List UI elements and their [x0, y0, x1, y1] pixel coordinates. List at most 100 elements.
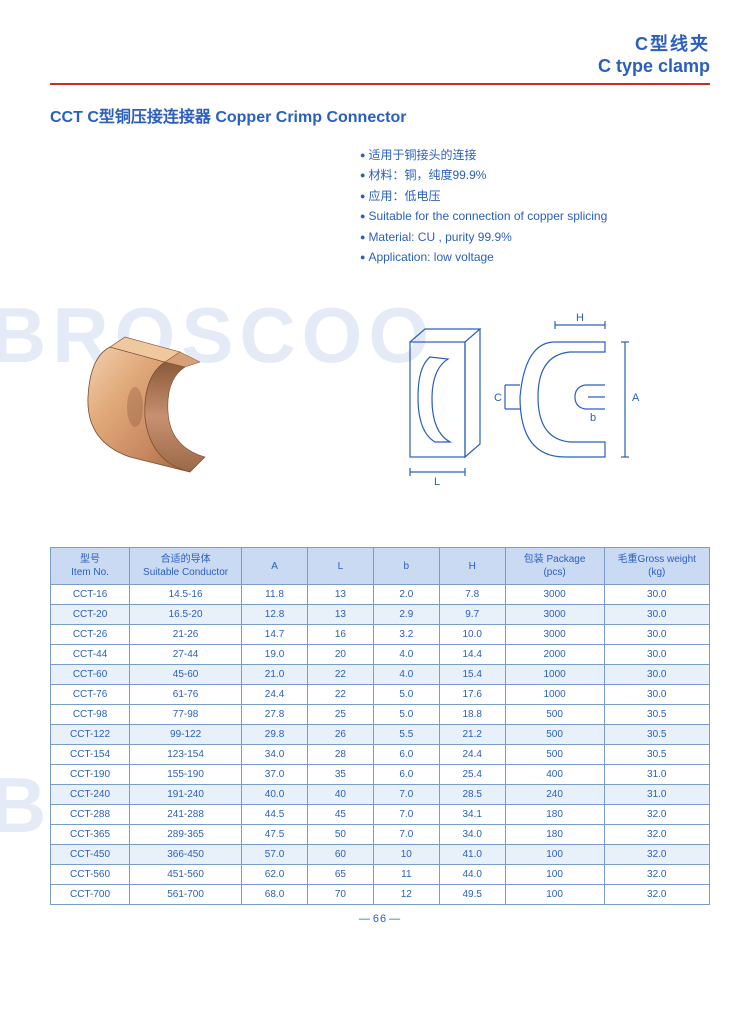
table-row: CCT-2621-2614.7163.210.0300030.0 — [51, 625, 710, 645]
table-cell: 241-288 — [130, 805, 242, 825]
table-cell: CCT-240 — [51, 785, 130, 805]
table-cell: 7.0 — [373, 825, 439, 845]
table-header-cell: 毛重Gross weight(kg) — [604, 548, 710, 585]
table-cell: 561-700 — [130, 885, 242, 905]
table-cell: 19.0 — [242, 645, 308, 665]
table-row: CCT-1614.5-1611.8132.07.8300030.0 — [51, 585, 710, 605]
table-head: 型号Item No.合适的导体Suitable ConductorALbH包装 … — [51, 548, 710, 585]
table-cell: 32.0 — [604, 805, 710, 825]
table-header-cell: A — [242, 548, 308, 585]
table-cell: 50 — [307, 825, 373, 845]
table-row: CCT-288241-28844.5457.034.118032.0 — [51, 805, 710, 825]
table-row: CCT-9877-9827.8255.018.850030.5 — [51, 705, 710, 725]
table-header-cell: L — [307, 548, 373, 585]
table-cell: 27.8 — [242, 705, 308, 725]
table-cell: 35 — [307, 765, 373, 785]
table-cell: 44.0 — [439, 865, 505, 885]
table-cell: 30.5 — [604, 745, 710, 765]
table-cell: 14.4 — [439, 645, 505, 665]
table-cell: 2000 — [505, 645, 604, 665]
table-row: CCT-4427-4419.0204.014.4200030.0 — [51, 645, 710, 665]
table-cell: 3000 — [505, 625, 604, 645]
table-cell: 57.0 — [242, 845, 308, 865]
header-title-en: C type clamp — [50, 56, 710, 77]
table-cell: 12.8 — [242, 605, 308, 625]
table-cell: CCT-76 — [51, 685, 130, 705]
table-cell: 155-190 — [130, 765, 242, 785]
table-cell: 30.5 — [604, 705, 710, 725]
table-cell: 62.0 — [242, 865, 308, 885]
table-cell: CCT-700 — [51, 885, 130, 905]
table-cell: 30.0 — [604, 585, 710, 605]
table-cell: 30.0 — [604, 625, 710, 645]
table-cell: 400 — [505, 765, 604, 785]
table-cell: 15.4 — [439, 665, 505, 685]
table-cell: CCT-154 — [51, 745, 130, 765]
table-header-cell: b — [373, 548, 439, 585]
table-cell: 32.0 — [604, 825, 710, 845]
table-cell: 60 — [307, 845, 373, 865]
table-cell: 14.7 — [242, 625, 308, 645]
feature-en-0: Suitable for the connection of copper sp… — [360, 206, 710, 226]
dim-label-b: b — [590, 412, 596, 424]
table-cell: 65 — [307, 865, 373, 885]
dimension-diagram: H A b C L — [390, 307, 650, 487]
table-row: CCT-7661-7624.4225.017.6100030.0 — [51, 685, 710, 705]
table-cell: 2.9 — [373, 605, 439, 625]
table-cell: 18.8 — [439, 705, 505, 725]
table-cell: CCT-98 — [51, 705, 130, 725]
table-cell: 20 — [307, 645, 373, 665]
table-cell: 13 — [307, 585, 373, 605]
table-cell: 49.5 — [439, 885, 505, 905]
table-cell: 2.0 — [373, 585, 439, 605]
table-cell: 47.5 — [242, 825, 308, 845]
table-cell: 45 — [307, 805, 373, 825]
table-cell: 366-450 — [130, 845, 242, 865]
product-title: CCT C型铜压接连接器 Copper Crimp Connector — [50, 103, 710, 127]
table-cell: 451-560 — [130, 865, 242, 885]
table-cell: 240 — [505, 785, 604, 805]
table-cell: CCT-26 — [51, 625, 130, 645]
features-list: 适用于铜接头的连接 材料：铜，纯度99.9% 应用：低电压 Suitable f… — [360, 145, 710, 267]
feature-cn-0: 适用于铜接头的连接 — [360, 145, 710, 165]
table-cell: CCT-44 — [51, 645, 130, 665]
table-cell: 34.0 — [439, 825, 505, 845]
table-cell: 11.8 — [242, 585, 308, 605]
table-cell: 13 — [307, 605, 373, 625]
table-cell: 6.0 — [373, 745, 439, 765]
table-cell: 40 — [307, 785, 373, 805]
table-cell: 1000 — [505, 685, 604, 705]
table-cell: 41.0 — [439, 845, 505, 865]
table-cell: 31.0 — [604, 785, 710, 805]
table-cell: 32.0 — [604, 885, 710, 905]
table-cell: 16.5-20 — [130, 605, 242, 625]
table-cell: 30.5 — [604, 725, 710, 745]
table-cell: 68.0 — [242, 885, 308, 905]
table-header-cell: H — [439, 548, 505, 585]
page-header: C型线夹 C type clamp — [50, 30, 710, 77]
table-cell: 61-76 — [130, 685, 242, 705]
dim-label-L: L — [434, 476, 440, 487]
dim-label-H: H — [576, 312, 584, 324]
table-cell: 99-122 — [130, 725, 242, 745]
table-row: CCT-365289-36547.5507.034.018032.0 — [51, 825, 710, 845]
table-cell: 21.2 — [439, 725, 505, 745]
table-cell: 7.0 — [373, 785, 439, 805]
table-cell: 12 — [373, 885, 439, 905]
table-cell: CCT-450 — [51, 845, 130, 865]
feature-en-1: Material: CU , purity 99.9% — [360, 227, 710, 247]
table-cell: 4.0 — [373, 665, 439, 685]
table-cell: 30.0 — [604, 645, 710, 665]
table-cell: 100 — [505, 865, 604, 885]
table-cell: 27-44 — [130, 645, 242, 665]
table-cell: 24.4 — [242, 685, 308, 705]
table-cell: CCT-190 — [51, 765, 130, 785]
divider-red — [50, 83, 710, 85]
table-row: CCT-450366-45057.0601041.010032.0 — [51, 845, 710, 865]
table-row: CCT-6045-6021.0224.015.4100030.0 — [51, 665, 710, 685]
table-cell: 24.4 — [439, 745, 505, 765]
table-row: CCT-12299-12229.8265.521.250030.5 — [51, 725, 710, 745]
table-cell: 21-26 — [130, 625, 242, 645]
table-cell: 30.0 — [604, 605, 710, 625]
table-cell: 30.0 — [604, 665, 710, 685]
